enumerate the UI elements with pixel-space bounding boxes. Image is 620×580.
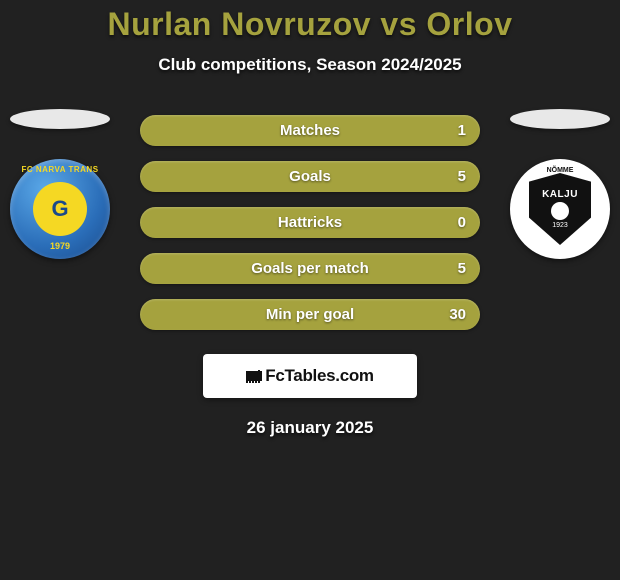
team-badge-narva: FC NARVA TRANS G 1979: [10, 159, 110, 259]
stat-value: 1: [458, 122, 466, 139]
shield-icon: KALJU 1923: [529, 173, 591, 245]
stat-value: 30: [449, 306, 466, 323]
stats-list: Matches 1 Goals 5 Hattricks 0 Goals per …: [140, 115, 480, 330]
player-slot-left: [10, 109, 110, 129]
page-subtitle: Club competitions, Season 2024/2025: [158, 55, 461, 75]
badge-inner-circle: G: [33, 182, 87, 236]
badge-top-text: NÕMME: [547, 167, 574, 174]
stat-label: Goals: [289, 168, 331, 185]
ball-icon: [551, 202, 569, 220]
stat-value: 5: [458, 168, 466, 185]
badge-letter: G: [51, 196, 68, 222]
stat-label: Min per goal: [266, 306, 354, 323]
stat-label: Hattricks: [278, 214, 342, 231]
stat-value: 5: [458, 260, 466, 277]
comparison-card: Nurlan Novruzov vs Orlov Club competitio…: [0, 0, 620, 438]
stat-row-hattricks: Hattricks 0: [140, 207, 480, 238]
stat-row-min-per-goal: Min per goal 30: [140, 299, 480, 330]
brand-text: FcTables.com: [265, 366, 374, 386]
left-team-column: FC NARVA TRANS G 1979: [0, 109, 120, 259]
brand-logo[interactable]: FcTables.com: [203, 354, 417, 398]
stat-label: Goals per match: [251, 260, 369, 277]
chart-icon: [246, 369, 260, 383]
player-slot-right: [510, 109, 610, 129]
shield-year: 1923: [552, 222, 568, 229]
stat-label: Matches: [280, 122, 340, 139]
page-title: Nurlan Novruzov vs Orlov: [108, 6, 513, 43]
badge-top-text: FC NARVA TRANS: [21, 165, 98, 174]
date-text: 26 january 2025: [247, 418, 374, 438]
main-row: FC NARVA TRANS G 1979 Matches 1 Goals 5 …: [0, 115, 620, 330]
stat-row-matches: Matches 1: [140, 115, 480, 146]
stat-row-goals-per-match: Goals per match 5: [140, 253, 480, 284]
right-team-column: NÕMME KALJU 1923: [500, 109, 620, 259]
stat-row-goals: Goals 5: [140, 161, 480, 192]
badge-year: 1979: [50, 241, 70, 251]
shield-name: KALJU: [542, 189, 578, 200]
stat-value: 0: [458, 214, 466, 231]
team-badge-kalju: NÕMME KALJU 1923: [510, 159, 610, 259]
